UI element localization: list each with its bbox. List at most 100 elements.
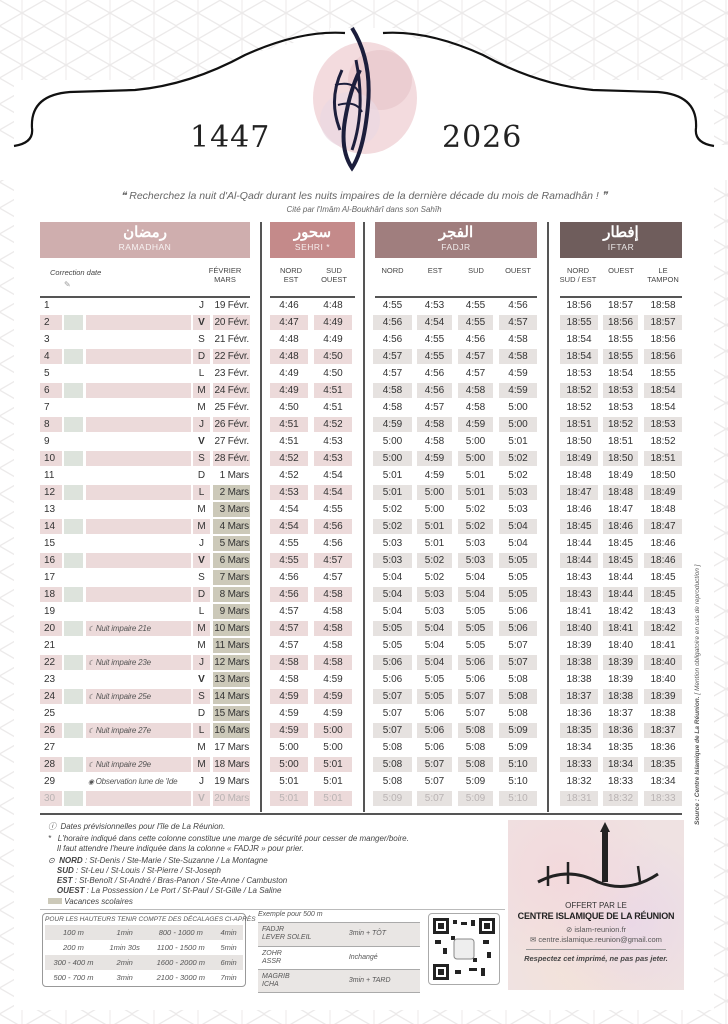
fadjr-ouest-cell: 5:05	[499, 553, 537, 568]
email-text[interactable]: centre.islamique.reunion@gmail.com	[538, 935, 662, 944]
fadjr-sud-cell: 4:59	[458, 417, 493, 432]
fadjr-est-cell: 5:07	[424, 776, 445, 787]
fadjr-col-header: NORD	[381, 266, 404, 275]
note-cell	[86, 468, 191, 483]
iftar-nord-cell: 18:37	[560, 689, 598, 704]
correction-box[interactable]	[64, 621, 83, 636]
correction-box[interactable]	[64, 366, 83, 381]
sehri-sud-cell: 5:01	[314, 791, 352, 806]
iftar-nord-cell: 18:51	[560, 417, 598, 432]
note-sehri-2: Il faut attendre l'heure indiquée dans l…	[56, 844, 304, 853]
correction-box[interactable]	[64, 383, 83, 398]
correction-box[interactable]	[64, 723, 83, 738]
fadjr-sud-cell: 5:01	[465, 470, 486, 481]
centre-site[interactable]: ⊘ islam-reunion.fr	[565, 925, 627, 934]
centre-email[interactable]: ✉ centre.islamique.reunion@gmail.com	[530, 935, 662, 944]
note-text: Nuit impaire 27e	[95, 726, 151, 735]
table-row: 10 S 28 Févr. 4:52 4:53 5:00 4:59 5:00 5:02 18:49…	[0, 450, 728, 467]
iftar-ouest-cell: 18:53	[603, 383, 638, 398]
sehri-nord-cell: 4:51	[279, 436, 299, 447]
correction-box[interactable]	[64, 553, 83, 568]
example-title: Exemple pour 500 m	[258, 911, 420, 923]
table-row: 8 J 26 Févr. 4:51 4:52 4:59 4:58 4:59 5:00 18:51 1…	[0, 416, 728, 433]
example-row: FADJR LEVER SOLEIL 3min + TÔT	[258, 923, 420, 947]
iftar-ouest-cell: 18:41	[603, 621, 638, 636]
correction-box[interactable]	[64, 740, 83, 755]
correction-box[interactable]	[64, 451, 83, 466]
iftar-nord-cell: 18:44	[560, 553, 598, 568]
edit-icon[interactable]: ✎	[64, 280, 71, 289]
day-cell: M	[193, 621, 210, 636]
iftar-tampon-cell: 18:47	[644, 519, 682, 534]
correction-box[interactable]	[64, 638, 83, 653]
fadjr-ouest-cell: 5:00	[508, 402, 528, 413]
note-dates: ⓘ Dates prévisionnelles pour l'île de La…	[48, 822, 226, 831]
fadjr-nord-cell: 5:08	[382, 776, 403, 787]
num-cell: 26	[40, 723, 62, 738]
iftar-nord-cell: 18:43	[560, 587, 598, 602]
num-cell: 15	[44, 538, 56, 549]
num-cell: 4	[40, 349, 62, 364]
sehri-sud-cell: 4:58	[314, 587, 352, 602]
correction-box[interactable]	[64, 587, 83, 602]
correction-box[interactable]	[64, 604, 83, 619]
correction-box[interactable]	[64, 400, 83, 415]
iftar-nord-cell: 18:33	[560, 757, 598, 772]
date-cell: 3 Mars	[213, 502, 250, 517]
site-text[interactable]: islam-reunion.fr	[574, 925, 627, 934]
num-cell: 10	[40, 451, 62, 466]
iftar-arabic: إفطار	[603, 224, 639, 241]
correction-box[interactable]	[64, 502, 83, 517]
day-cell: L	[193, 485, 210, 500]
vacances-label: Vacances scolaires	[64, 897, 133, 906]
num-cell: 21	[44, 640, 56, 651]
num-cell: 1	[44, 300, 50, 311]
sehri-sud-cell: 4:49	[323, 334, 343, 345]
iftar-nord-cell: 18:52	[560, 383, 598, 398]
sehri-col-header: SUD OUEST	[321, 266, 347, 284]
correction-box[interactable]	[64, 417, 83, 432]
correction-box[interactable]	[64, 468, 83, 483]
correction-box[interactable]	[64, 434, 83, 449]
table-row: 7 M 25 Févr. 4:50 4:51 4:58 4:57 4:58 5:00 18:52 1…	[0, 399, 728, 416]
example-cell: FADJR LEVER SOLEIL	[258, 923, 345, 947]
correction-box[interactable]	[64, 349, 83, 364]
table-row: 20 ☾ Nuit impaire 21e M 10 Mars 4:57 4:58 5:05…	[0, 620, 728, 637]
correction-box[interactable]	[64, 791, 83, 806]
fadjr-est-cell: 5:01	[424, 538, 445, 549]
note-sehri: * L'horaire indiqué dans cette colonne c…	[48, 834, 409, 853]
correction-box[interactable]	[64, 298, 83, 313]
fadjr-nord-cell: 4:57	[373, 349, 412, 364]
fadjr-sud-cell: 5:01	[458, 485, 493, 500]
correction-box[interactable]	[64, 689, 83, 704]
sehri-col-header: NORD EST	[279, 266, 303, 284]
qr-code[interactable]	[428, 913, 500, 985]
fadjr-est-cell: 4:59	[424, 470, 445, 481]
sud-value: : St-Leu / St-Louis / St-Pierre / St-Jos…	[73, 866, 221, 875]
correction-box[interactable]	[64, 655, 83, 670]
fadjr-sud-cell: 4:58	[458, 383, 493, 398]
iftar-tampon-cell: 18:45	[650, 572, 676, 583]
fadjr-est-cell: 4:56	[424, 368, 445, 379]
correction-box[interactable]	[64, 315, 83, 330]
correction-box[interactable]	[64, 485, 83, 500]
correction-box[interactable]	[64, 570, 83, 585]
correction-box[interactable]	[64, 536, 83, 551]
iftar-tampon-cell: 18:38	[650, 708, 676, 719]
correction-box[interactable]	[64, 332, 83, 347]
correction-box[interactable]	[64, 757, 83, 772]
correction-box[interactable]	[64, 672, 83, 687]
iftar-ouest-cell: 18:45	[607, 538, 634, 549]
heights-table: POUR LES HAUTEURS TENIR COMPTE DES DÉCAL…	[42, 913, 256, 987]
day-cell: J	[199, 776, 204, 787]
fadjr-nord-cell: 5:06	[382, 674, 403, 685]
correction-box[interactable]	[64, 774, 83, 789]
fadjr-ouest-cell: 5:06	[499, 621, 537, 636]
heights-cell: 3min	[116, 973, 133, 982]
correction-box[interactable]	[64, 519, 83, 534]
day-cell: M	[197, 402, 206, 413]
date-cell: 7 Mars	[213, 570, 250, 585]
sehri-nord-cell: 4:49	[270, 383, 308, 398]
correction-box[interactable]	[64, 706, 83, 721]
note-cell: ☾ Nuit impaire 25e	[86, 689, 191, 704]
